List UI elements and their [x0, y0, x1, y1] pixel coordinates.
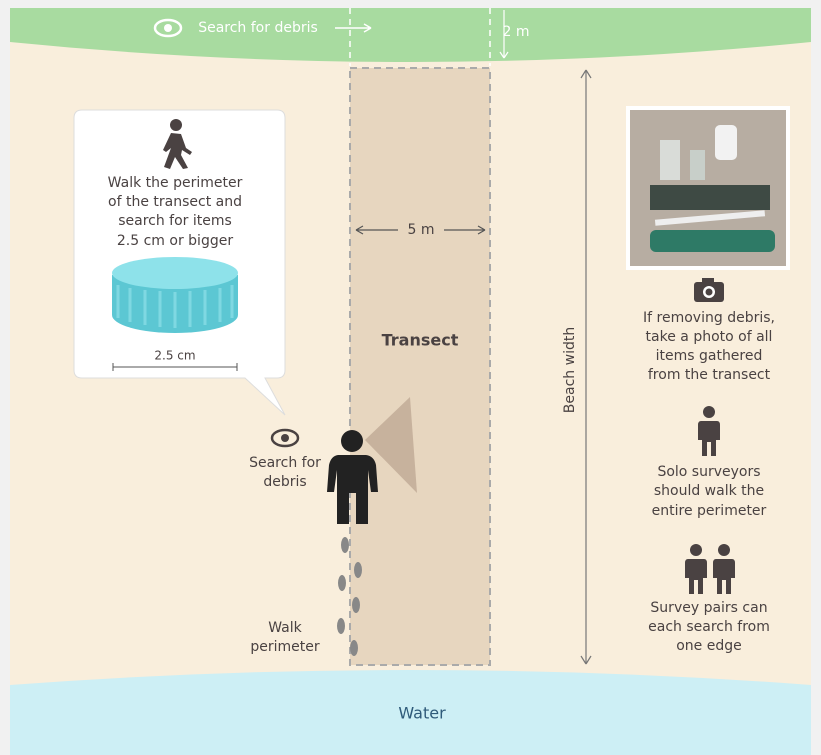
tip-text: entire perimeter [652, 503, 767, 519]
person-text: Walk [268, 620, 302, 636]
callout-text: 2.5 cm or bigger [117, 233, 233, 249]
transect-label: Transect [382, 331, 459, 350]
tip-text: take a photo of all [646, 329, 773, 345]
tip-text: from the transect [648, 367, 771, 383]
band-width-label: 2 m [503, 24, 530, 40]
person-text: perimeter [250, 639, 319, 655]
tip-text: items gathered [656, 348, 763, 364]
water-label: Water [398, 704, 446, 723]
diagram: Water Transect 5 m Search for debris 2 m… [0, 0, 821, 755]
callout-text: search for items [118, 213, 232, 229]
transect-width-label: 5 m [408, 222, 435, 238]
bottle-cap [112, 257, 238, 333]
tip-text: If removing debris, [643, 310, 775, 326]
callout-text: of the transect and [108, 194, 242, 210]
person-text: Search for [249, 455, 321, 471]
tip-text: Survey pairs can [650, 600, 767, 616]
tip-text: one edge [676, 638, 742, 654]
band-label: Search for debris [198, 20, 318, 36]
transect [350, 68, 490, 665]
person-text: debris [263, 474, 306, 490]
tip-text: Solo surveyors [657, 464, 760, 480]
tip-text: each search from [648, 619, 770, 635]
debris-photo [626, 106, 790, 270]
size-label: 2.5 cm [154, 349, 195, 363]
callout-text: Walk the perimeter [108, 175, 243, 191]
beach-width-label: Beach width [562, 327, 578, 413]
tip-text: should walk the [654, 483, 764, 499]
